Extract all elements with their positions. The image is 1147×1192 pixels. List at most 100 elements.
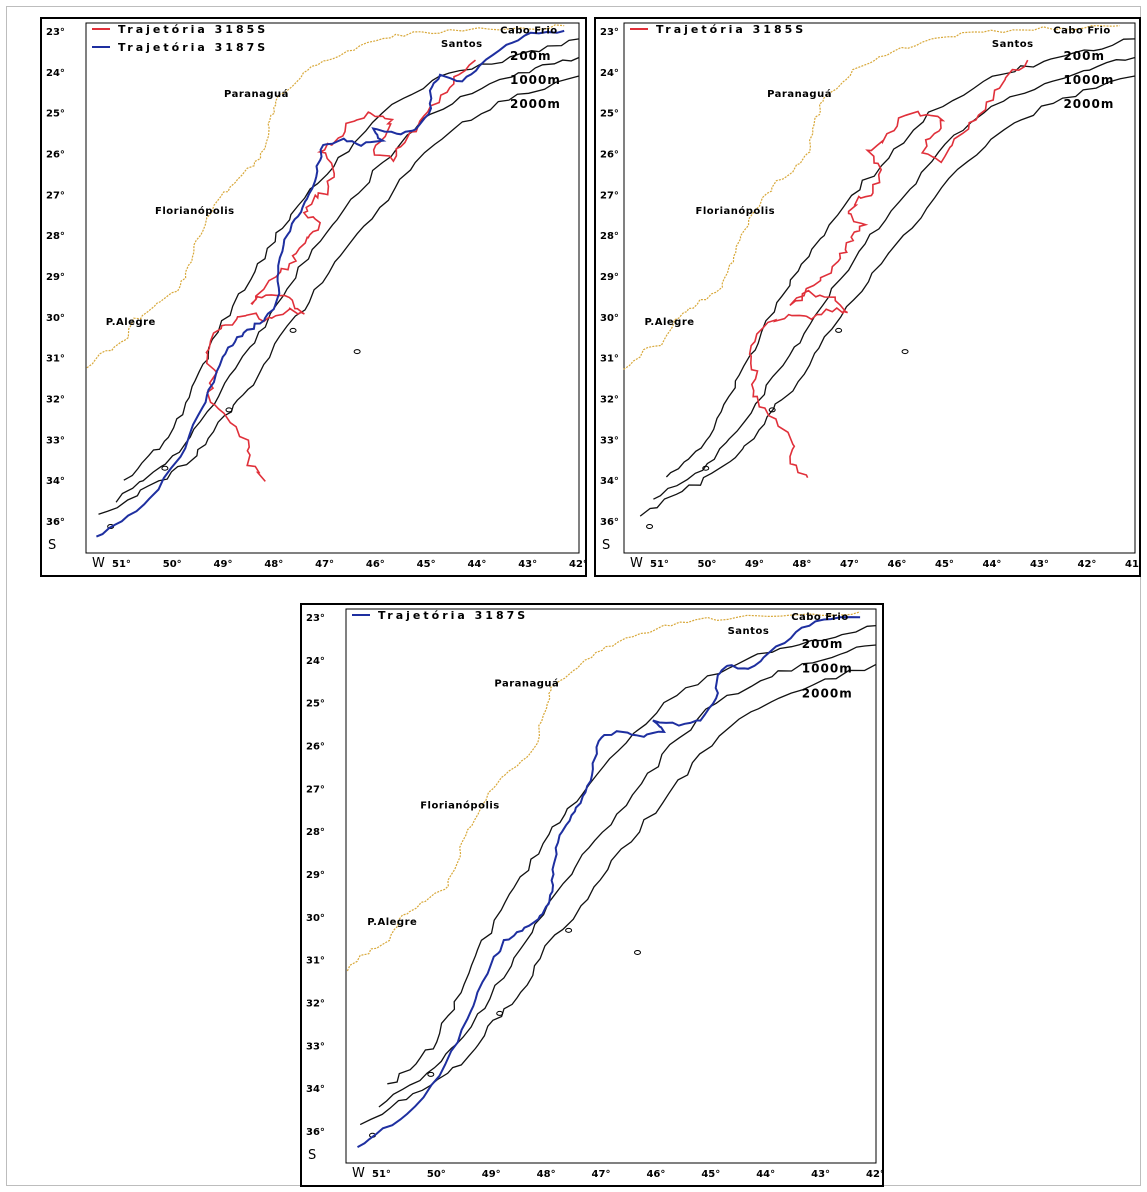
isobath-1000m (378, 644, 877, 1108)
latitude-label: 30° (46, 313, 65, 324)
longitude-label: 49° (482, 1169, 501, 1180)
isobath-label-200m: 200m (1063, 49, 1105, 63)
trajectory-3185S-path (748, 59, 1029, 479)
longitude-label: 41° (1125, 559, 1139, 570)
isobath-2000m (359, 663, 877, 1126)
longitude-label: 49° (745, 559, 764, 570)
map-panel-trajectory-3185S: 23° 24° 25° 26° 27° 28° 29° 30° 31° 32° 33° 34° 36° S… (594, 17, 1141, 577)
isobath-1000m (653, 56, 1136, 500)
latitude-label: 32° (600, 395, 619, 406)
longitude-label: 45° (417, 559, 436, 570)
legend-label: Trajetória 3185S (118, 23, 268, 36)
latitude-label: 26° (600, 150, 619, 161)
seamount-marker (646, 524, 654, 529)
legend-label: Trajetória 3185S (656, 23, 806, 36)
map-svg: 23° 24° 25° 26° 27° 28° 29° 30° 31° 32° 33° 34° 36° S… (600, 22, 1139, 571)
hemisphere-label-s: S (48, 538, 56, 553)
seamount-marker (634, 949, 641, 955)
longitude-label: 43° (1030, 559, 1049, 570)
latitude-label: 33° (600, 435, 619, 446)
map-panel-trajectory-3187S: 23° 24° 25° 26° 27° 28° 29° 30° 31° 32° 33° 34° 36° S… (300, 603, 884, 1187)
hemisphere-label-w: W (92, 556, 105, 571)
place-florianopolis: Florianópolis (696, 205, 776, 217)
longitude-label: 42° (569, 559, 585, 570)
map-frame (345, 608, 877, 1164)
latitude-label: 25° (600, 109, 619, 120)
longitude-label: 47° (840, 559, 859, 570)
seamount-marker (835, 327, 843, 333)
isobath-label-1000m: 1000m (510, 73, 561, 87)
latitude-label: 36° (306, 1127, 325, 1138)
longitude-label: 48° (793, 559, 812, 570)
longitude-label: 43° (518, 559, 537, 570)
latitude-label: 23° (46, 27, 65, 38)
seamount-marker (161, 465, 169, 471)
latitude-label: 28° (600, 231, 619, 242)
isobath-200m (123, 38, 580, 481)
longitude-label: 44° (467, 559, 486, 570)
latitude-label: 32° (306, 999, 325, 1010)
isobath-label-2000m: 2000m (1063, 97, 1114, 111)
hemisphere-label-w: W (630, 556, 643, 571)
latitude-label: 27° (46, 190, 65, 201)
isobath-200m (387, 624, 877, 1085)
map-frame (85, 22, 580, 554)
coastline (346, 611, 861, 972)
isobath-label-2000m: 2000m (802, 687, 853, 701)
longitude-label: 50° (698, 559, 717, 570)
longitude-label: 46° (888, 559, 907, 570)
place-paranagua: Paranaguá (494, 678, 559, 690)
isobath-label-200m: 200m (802, 637, 844, 651)
seamount-marker (427, 1071, 435, 1077)
latitude-label: 34° (600, 476, 619, 487)
latitude-label: 24° (306, 656, 325, 667)
latitude-label: 24° (46, 68, 65, 79)
legend-label: Trajetória 3187S (118, 41, 268, 54)
place-santos: Santos (441, 39, 483, 50)
legend-label: Trajetória 3187S (378, 609, 528, 622)
hemisphere-label-s: S (602, 538, 610, 553)
isobath-2000m (98, 75, 580, 515)
longitude-label: 49° (214, 559, 233, 570)
longitude-label: 45° (935, 559, 954, 570)
longitude-label: 44° (983, 559, 1002, 570)
latitude-label: 24° (600, 68, 619, 79)
latitude-label: 31° (46, 354, 65, 365)
isobath-label-1000m: 1000m (802, 662, 853, 676)
longitude-label: 48° (537, 1169, 556, 1180)
latitude-label: 28° (306, 827, 325, 838)
latitude-label: 33° (306, 1041, 325, 1052)
place-paranagua: Paranaguá (224, 88, 289, 100)
latitude-label: 34° (46, 476, 65, 487)
longitude-label: 42° (1078, 559, 1097, 570)
longitude-label: 42° (866, 1169, 882, 1180)
longitude-label: 46° (646, 1169, 665, 1180)
place-santos: Santos (728, 626, 770, 637)
place-cabo-frio: Cabo Frio (500, 26, 558, 37)
isobath-2000m (639, 75, 1136, 517)
longitude-label: 47° (315, 559, 334, 570)
seamount-marker (565, 927, 573, 933)
longitude-label: 51° (372, 1169, 391, 1180)
isobath-1000m (115, 56, 580, 503)
coastline (86, 24, 565, 369)
map-svg: 23° 24° 25° 26° 27° 28° 29° 30° 31° 32° 33° 34° 36° S… (46, 22, 585, 571)
latitude-label: 27° (306, 784, 325, 795)
longitude-label: 51° (650, 559, 669, 570)
place-cabo-frio: Cabo Frio (1053, 26, 1111, 37)
longitude-label: 44° (756, 1169, 775, 1180)
isobath-label-2000m: 2000m (510, 97, 561, 111)
longitude-label: 50° (427, 1169, 446, 1180)
place-santos: Santos (992, 39, 1034, 50)
latitude-label: 25° (306, 699, 325, 710)
latitude-label: 30° (600, 313, 619, 324)
latitude-label: 36° (46, 517, 65, 528)
place-cabo-frio: Cabo Frio (791, 612, 849, 623)
seamount-marker (901, 349, 909, 355)
place-florianopolis: Florianópolis (420, 799, 500, 811)
latitude-label: 36° (600, 517, 619, 528)
hemisphere-label-w: W (352, 1166, 365, 1181)
map-frame (623, 22, 1136, 554)
longitude-label: 51° (112, 559, 131, 570)
longitude-label: 50° (163, 559, 182, 570)
